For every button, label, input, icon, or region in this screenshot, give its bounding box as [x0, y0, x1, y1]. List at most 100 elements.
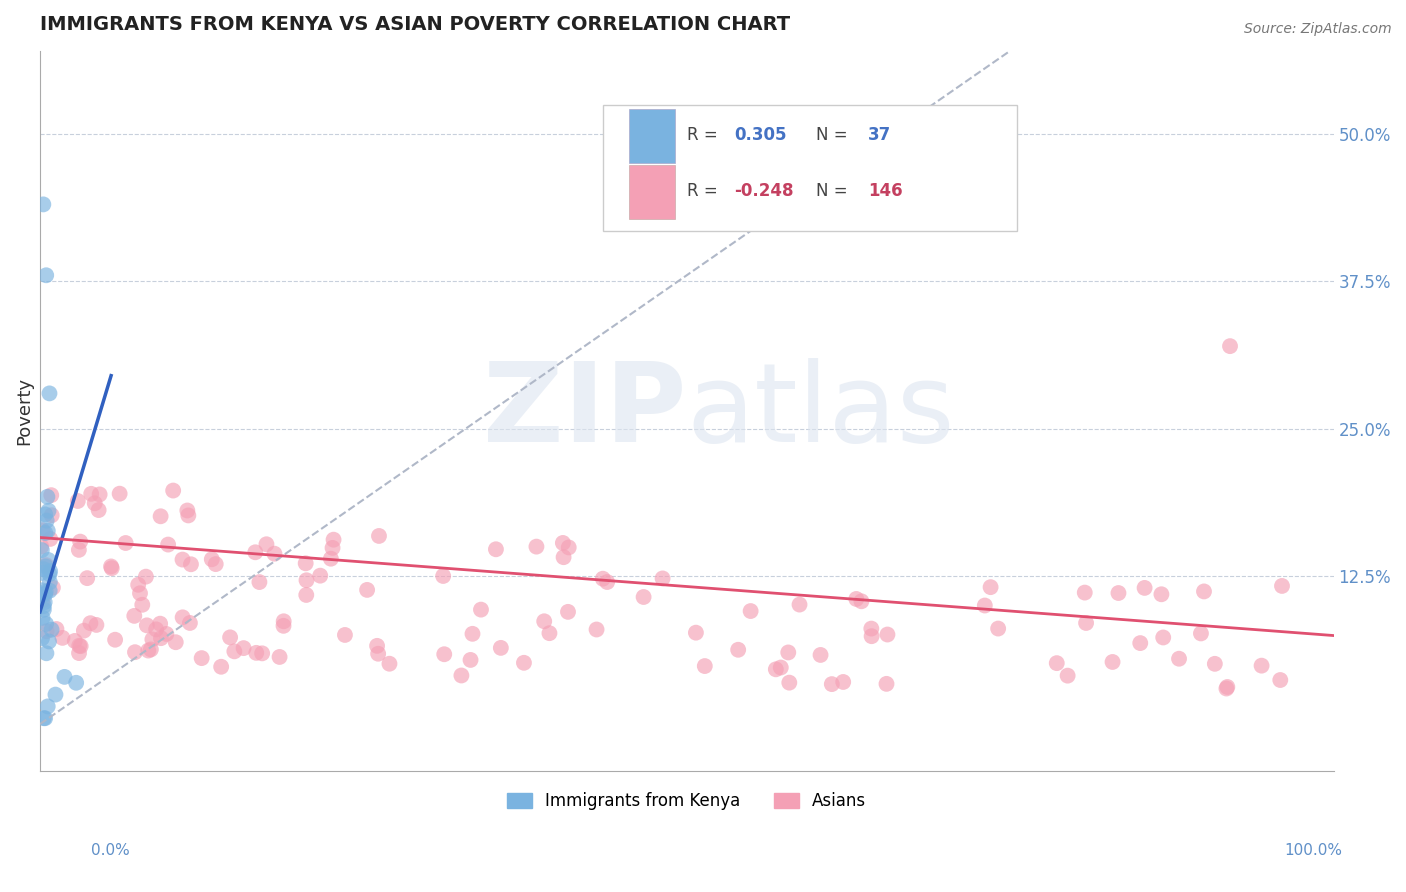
Point [100, 561, 122, 575]
Point [860, 629, 883, 643]
Point [32, 599, 55, 613]
Point [176, 503, 198, 517]
Point [368, 529, 391, 543]
Point [39, 488, 62, 502]
Point [145, 623, 167, 637]
Point [470, 602, 492, 616]
Point [201, 552, 224, 566]
Point [108, 486, 131, 500]
Point [67, 639, 90, 653]
Point [245, 545, 267, 559]
Point [157, 538, 180, 552]
Point [79, 616, 101, 631]
Point [172, 610, 194, 624]
Point [295, 588, 318, 602]
Text: -0.248: -0.248 [734, 182, 794, 200]
Point [232, 641, 254, 656]
Point [39, 532, 62, 546]
Point [83, 496, 105, 510]
Point [34, 595, 56, 609]
Point [851, 594, 873, 608]
Point [35, 624, 58, 639]
Point [295, 573, 318, 587]
Point [378, 657, 401, 671]
Point [67, 646, 90, 660]
Point [1150, 587, 1173, 601]
Text: N =: N = [815, 182, 853, 200]
Point [250, 646, 273, 660]
Point [460, 653, 482, 667]
Point [51, 631, 73, 645]
Point [67, 542, 90, 557]
Point [31, 632, 53, 646]
Point [273, 619, 295, 633]
Point [765, 662, 787, 676]
Point [1271, 579, 1294, 593]
Point [980, 580, 1002, 594]
Point [127, 578, 149, 592]
Text: R =: R = [686, 126, 723, 144]
Point [860, 622, 883, 636]
Point [832, 675, 855, 690]
Point [740, 604, 762, 618]
Point [37, 699, 59, 714]
Point [204, 557, 226, 571]
Point [651, 571, 673, 585]
Text: 146: 146 [868, 182, 903, 200]
Point [37, 524, 59, 538]
Point [35, 558, 58, 573]
Point [366, 639, 388, 653]
Point [1192, 584, 1215, 599]
Point [135, 569, 157, 583]
Point [63, 634, 86, 648]
Point [1074, 615, 1097, 630]
Point [73, 624, 96, 638]
Point [34, 508, 56, 522]
Point [727, 642, 749, 657]
Point [685, 625, 707, 640]
Point [322, 533, 344, 547]
Point [69, 639, 91, 653]
Point [180, 558, 202, 572]
Point [432, 569, 454, 583]
Point [104, 632, 127, 647]
Point [80, 487, 103, 501]
Point [38, 583, 60, 598]
Point [44, 688, 66, 702]
Text: 0.0%: 0.0% [91, 843, 131, 858]
Point [1250, 658, 1272, 673]
Point [1219, 339, 1241, 353]
Point [39, 564, 62, 578]
Point [136, 643, 159, 657]
Point [135, 618, 157, 632]
Point [845, 591, 868, 606]
Point [778, 675, 800, 690]
Point [557, 541, 579, 555]
Point [1056, 668, 1078, 682]
Point [139, 642, 162, 657]
Point [69, 534, 91, 549]
Point [309, 568, 332, 582]
Point [294, 557, 316, 571]
Point [41, 508, 63, 523]
Point [247, 575, 270, 590]
FancyBboxPatch shape [628, 110, 675, 163]
Point [1152, 631, 1174, 645]
Point [1215, 681, 1237, 696]
Text: N =: N = [815, 126, 853, 144]
Point [34, 587, 56, 601]
Point [557, 605, 579, 619]
Point [35, 616, 58, 631]
Point [1168, 651, 1191, 665]
Point [485, 542, 508, 557]
Point [35, 646, 58, 660]
Point [596, 574, 619, 589]
Point [1107, 586, 1129, 600]
Text: 0.305: 0.305 [734, 126, 787, 144]
FancyBboxPatch shape [603, 105, 1017, 231]
Point [149, 509, 172, 524]
Point [1216, 680, 1239, 694]
Point [53, 670, 76, 684]
Point [131, 598, 153, 612]
Point [1204, 657, 1226, 671]
